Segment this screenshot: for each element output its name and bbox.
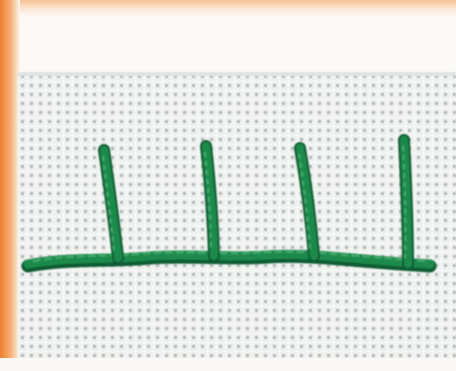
stitch-leg-4 [398,134,414,270]
stitch-leg-1 [98,144,124,264]
left-orange-border [0,0,20,371]
aida-fabric [18,72,456,361]
fabric-bottom-edge [0,358,456,371]
stitch-leg-2 [200,140,220,262]
stitch-leg-3 [294,142,320,262]
blanket-stitch [21,134,437,273]
top-orange-glow [0,0,456,22]
